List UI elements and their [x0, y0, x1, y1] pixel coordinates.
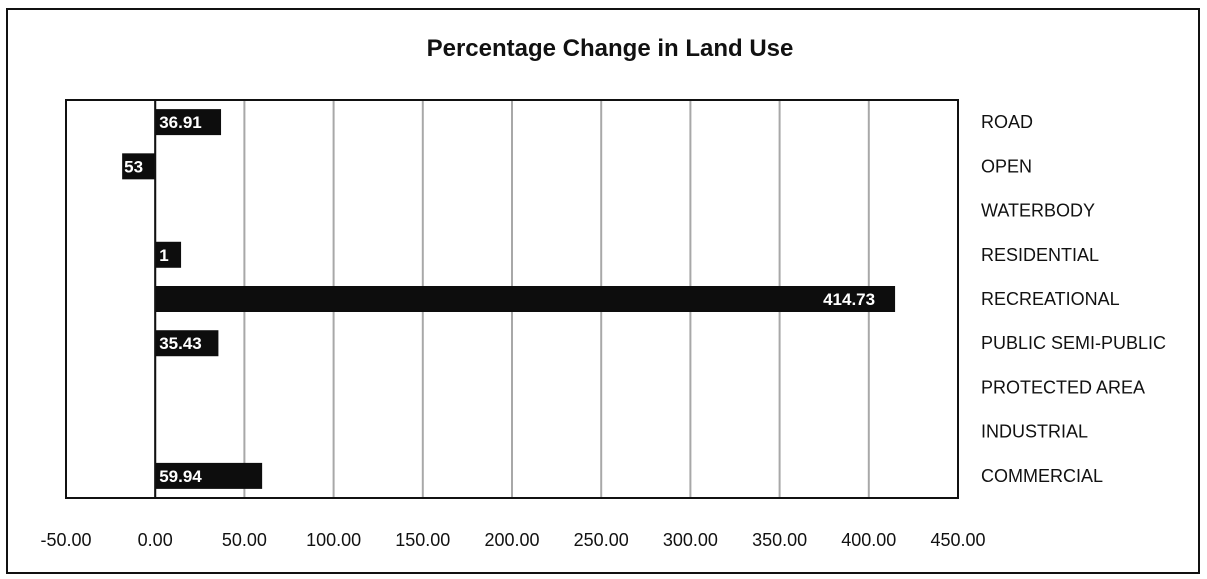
x-tick-label: 250.00: [574, 530, 629, 550]
x-tick-label: 300.00: [663, 530, 718, 550]
category-labels-group: ROAD OPEN WATERBODY RESIDENTIAL RECREATIONAL…: [981, 112, 1166, 486]
bar: [155, 462, 263, 489]
category-label: COMMERCIAL: [981, 466, 1103, 486]
x-tick-label: 100.00: [306, 530, 361, 550]
category-label: WATERBODY: [981, 201, 1095, 221]
data-labels-group: 36.91 53 1 414.73 35.43 59.94: [124, 113, 875, 486]
x-tick-label: 450.00: [930, 530, 985, 550]
plot-area-border: [65, 99, 959, 499]
bar: [155, 109, 222, 136]
category-label: OPEN: [981, 156, 1032, 176]
data-label: 414.73: [823, 290, 875, 309]
data-label: 59.94: [159, 467, 202, 486]
category-label: PUBLIC SEMI-PUBLIC: [981, 333, 1166, 353]
x-tick-label: -50.00: [40, 530, 91, 550]
x-tick-label: 50.00: [222, 530, 267, 550]
category-label: ROAD: [981, 112, 1033, 132]
category-label: PROTECTED AREA: [981, 377, 1145, 397]
category-label: RECREATIONAL: [981, 289, 1120, 309]
bar: [155, 241, 182, 268]
bar: [155, 330, 219, 357]
x-tick-labels-group: -50.00 0.00 50.00 100.00 150.00 200.00 250.00 3…: [40, 530, 985, 550]
chart-title: Percentage Change in Land Use: [427, 35, 794, 62]
bar: [122, 153, 156, 180]
data-label: 1: [159, 246, 168, 265]
category-label: INDUSTRIAL: [981, 422, 1088, 442]
category-label: RESIDENTIAL: [981, 245, 1099, 265]
x-tick-label: 0.00: [138, 530, 173, 550]
bars-group: [122, 109, 896, 489]
x-tick-label: 350.00: [752, 530, 807, 550]
data-label: 53: [124, 157, 143, 176]
data-label: 35.43: [159, 334, 202, 353]
bar: [155, 286, 896, 312]
x-tick-label: 150.00: [395, 530, 450, 550]
x-tick-label: 400.00: [841, 530, 896, 550]
data-label: 36.91: [159, 113, 202, 132]
x-tick-label: 200.00: [484, 530, 539, 550]
